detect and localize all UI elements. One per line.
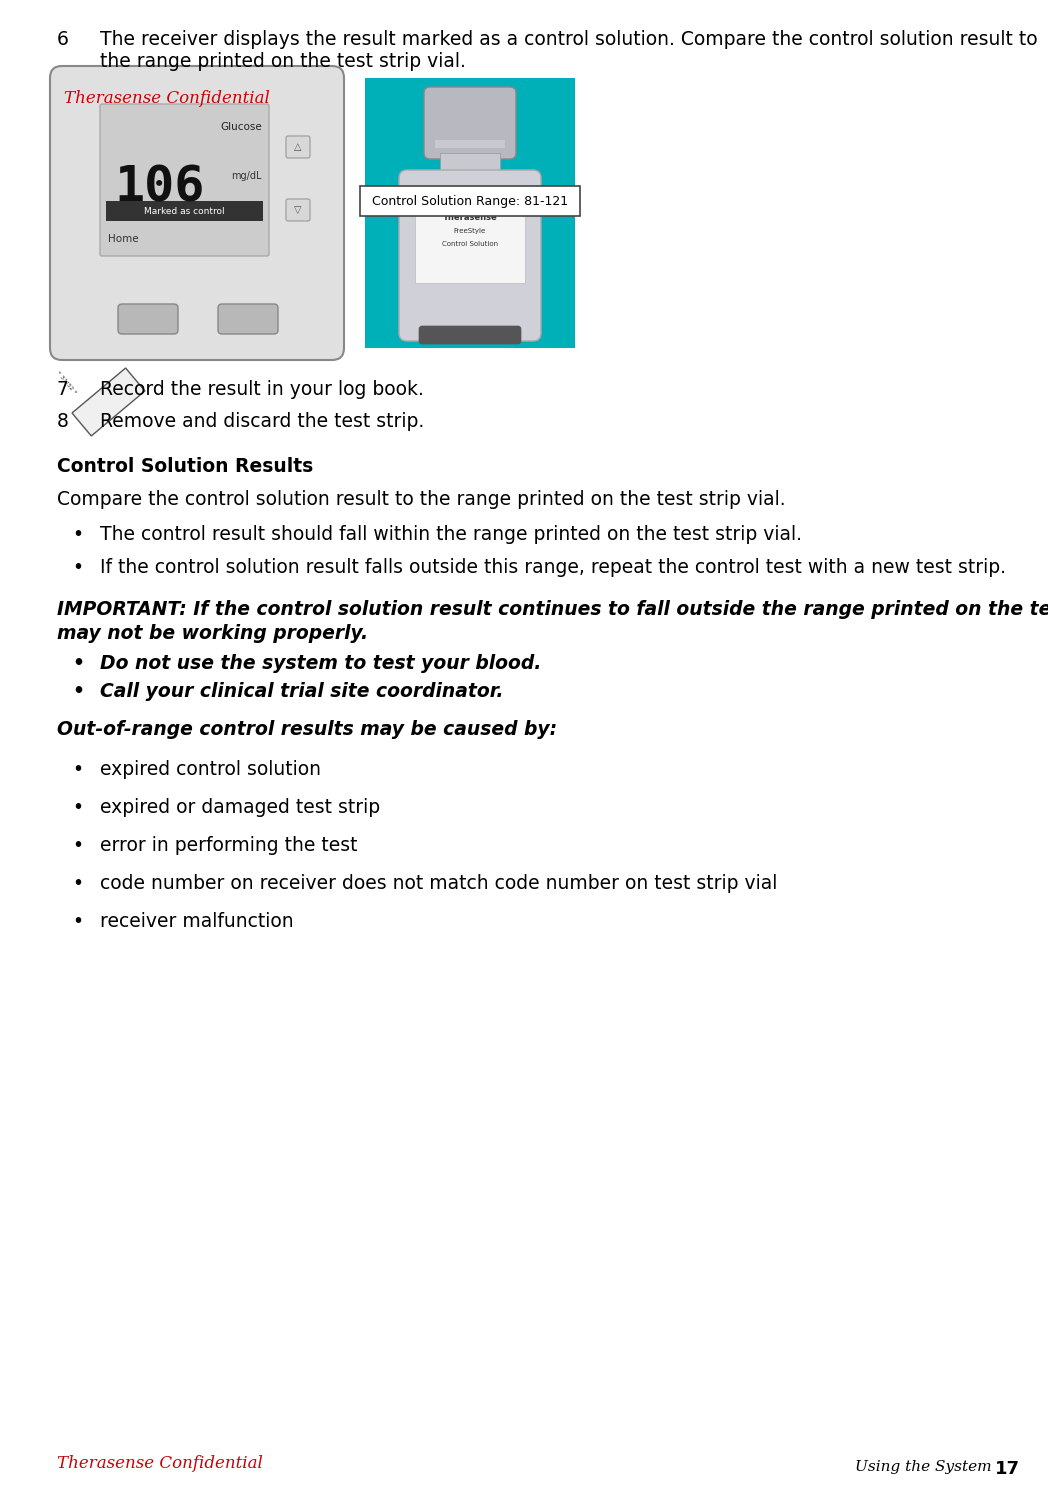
Text: The control result should fall within the range printed on the test strip vial.: The control result should fall within th…	[100, 525, 802, 544]
FancyBboxPatch shape	[50, 65, 344, 360]
Text: FreeStyle: FreeStyle	[454, 228, 486, 233]
Bar	[365, 77, 575, 348]
FancyBboxPatch shape	[419, 326, 521, 343]
FancyBboxPatch shape	[118, 303, 178, 335]
Text: Therasense Confidential: Therasense Confidential	[64, 91, 270, 107]
Text: •: •	[72, 874, 84, 894]
Text: receiver malfunction: receiver malfunction	[100, 912, 293, 931]
Text: IMPORTANT: If the control solution result continues to fall outside the range pr: IMPORTANT: If the control solution resul…	[57, 599, 1048, 619]
Text: Call your clinical trial site coordinator.: Call your clinical trial site coordinato…	[100, 683, 503, 700]
Text: Record the result in your log book.: Record the result in your log book.	[100, 381, 423, 399]
Text: •: •	[72, 760, 84, 779]
Text: Therasense Confidential: Therasense Confidential	[57, 1454, 263, 1472]
Bar	[361, 186, 580, 216]
Text: Control Solution: Control Solution	[442, 241, 498, 247]
Text: •: •	[72, 525, 84, 544]
Polygon shape	[72, 367, 145, 436]
FancyBboxPatch shape	[424, 88, 516, 159]
Bar	[440, 153, 500, 178]
Text: Remove and discard the test strip.: Remove and discard the test strip.	[100, 412, 424, 431]
Text: Glucose: Glucose	[220, 122, 262, 132]
Text: 106: 106	[114, 164, 204, 213]
Text: Out-of-range control results may be caused by:: Out-of-range control results may be caus…	[57, 720, 558, 739]
Text: expired control solution: expired control solution	[100, 760, 321, 779]
Text: •: •	[72, 836, 84, 855]
Text: Compare the control solution result to the range printed on the test strip vial.: Compare the control solution result to t…	[57, 491, 786, 509]
FancyBboxPatch shape	[399, 170, 541, 341]
Text: code number on receiver does not match code number on test strip vial: code number on receiver does not match c…	[100, 874, 778, 894]
Text: Control Solution Range: 81-121: Control Solution Range: 81-121	[372, 195, 568, 208]
Bar	[106, 201, 263, 222]
Text: •: •	[72, 558, 84, 577]
Text: the range printed on the test strip vial.: the range printed on the test strip vial…	[100, 52, 466, 71]
Text: The receiver displays the result marked as a control solution. Compare the contr: The receiver displays the result marked …	[100, 30, 1038, 49]
Text: mg/dL: mg/dL	[232, 171, 262, 181]
Text: 8: 8	[57, 412, 69, 431]
Text: Do not use the system to test your blood.: Do not use the system to test your blood…	[100, 654, 542, 674]
Text: •: •	[72, 912, 84, 931]
Text: expired or damaged test strip: expired or damaged test strip	[100, 799, 380, 816]
FancyBboxPatch shape	[218, 303, 278, 335]
Text: •: •	[72, 799, 84, 816]
Text: 7: 7	[57, 381, 69, 399]
Text: error in performing the test: error in performing the test	[100, 836, 357, 855]
FancyBboxPatch shape	[100, 104, 269, 256]
Text: Home: Home	[108, 233, 138, 244]
Bar	[415, 193, 525, 283]
Text: * 31/32 *: * 31/32 *	[56, 370, 78, 396]
Text: •: •	[72, 683, 84, 700]
Text: 6: 6	[57, 30, 69, 49]
Text: If the control solution result falls outside this range, repeat the control test: If the control solution result falls out…	[100, 558, 1006, 577]
Bar	[435, 140, 505, 149]
FancyBboxPatch shape	[286, 199, 310, 222]
FancyBboxPatch shape	[286, 135, 310, 158]
Text: ▽: ▽	[294, 205, 302, 216]
Text: Therasense: Therasense	[442, 213, 498, 222]
Text: may not be working properly.: may not be working properly.	[57, 625, 368, 642]
Text: Control Solution Results: Control Solution Results	[57, 457, 313, 476]
Text: Using the System: Using the System	[855, 1460, 991, 1474]
Text: •: •	[72, 654, 84, 674]
Text: Marked as control: Marked as control	[145, 208, 225, 217]
Text: △: △	[294, 141, 302, 152]
Text: 17: 17	[995, 1460, 1020, 1478]
